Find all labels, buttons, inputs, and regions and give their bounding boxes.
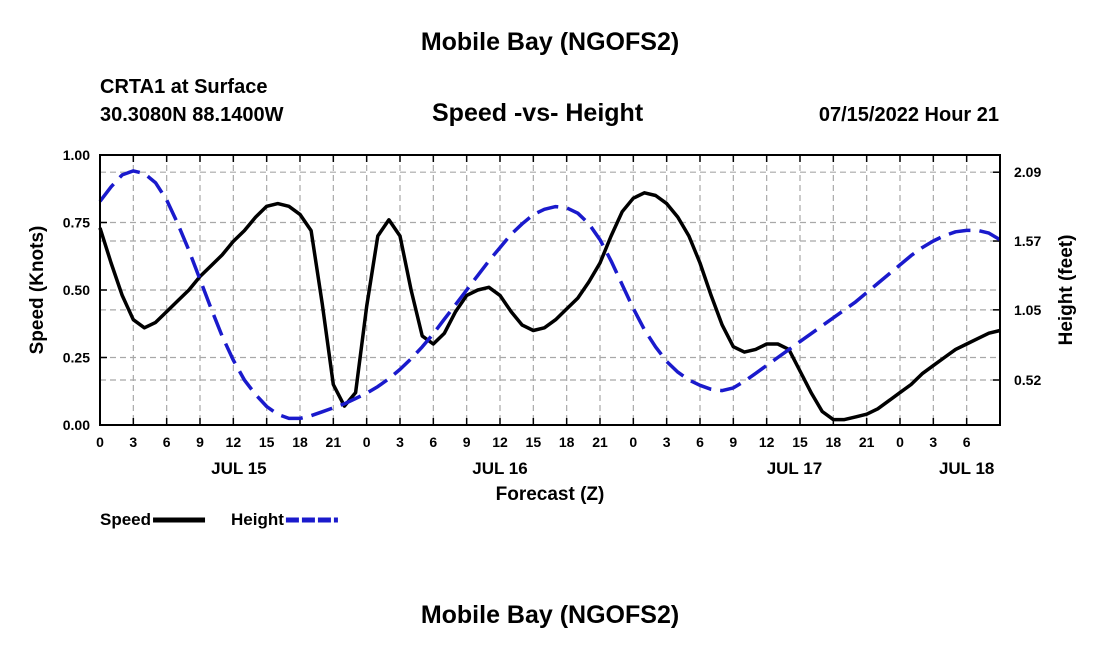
axis-labels: 0 3 6 9 12 15 18 21 0 3 6 9 12 15 18 21 0 3 6 9 12 15 18 21 0 3 6 0… <box>27 147 1077 505</box>
chart-title: Mobile Bay (NGOFS2) <box>420 28 680 56</box>
x-tick-label: 12 <box>492 434 508 450</box>
y-tick-label: 0.25 <box>63 350 90 366</box>
x-tick-label: 15 <box>259 434 275 450</box>
x-tick-label: 18 <box>826 434 842 450</box>
x-tick-label: 6 <box>963 434 971 450</box>
x-tick-label: 0 <box>96 434 104 450</box>
legend-label-height: Height <box>231 510 284 529</box>
x-tick-label: 0 <box>629 434 637 450</box>
x-tick-label: 21 <box>326 434 342 450</box>
x-tick-label: 18 <box>559 434 575 450</box>
y2-tick-label: 1.57 <box>1014 233 1041 249</box>
x-axis-title: Forecast (Z) <box>496 484 605 505</box>
date-label: JUL 17 <box>767 459 822 478</box>
x-tick-label: 12 <box>226 434 242 450</box>
x-tick-label: 15 <box>526 434 542 450</box>
station-coordinates: 30.3080N 88.1400W <box>100 104 284 126</box>
x-tick-label: 0 <box>896 434 904 450</box>
y2-tick-label: 1.05 <box>1014 302 1041 318</box>
y-tick-label: 0.50 <box>63 282 90 298</box>
series-line-height <box>98 169 1001 421</box>
x-tick-label: 6 <box>429 434 437 450</box>
chart-subtitle: Speed -vs- Height <box>432 99 644 127</box>
x-tick-label: 21 <box>592 434 608 450</box>
x-tick-label: 15 <box>792 434 808 450</box>
y2-tick-label: 0.52 <box>1014 372 1041 388</box>
y-tick-label: 1.00 <box>63 147 90 163</box>
station-label: CRTA1 at Surface <box>100 76 268 98</box>
date-label: JUL 15 <box>211 459 266 478</box>
x-tick-label: 6 <box>696 434 704 450</box>
x-tick-label: 21 <box>859 434 875 450</box>
x-tick-label: 9 <box>729 434 737 450</box>
x-tick-label: 3 <box>663 434 671 450</box>
date-label: JUL 16 <box>472 459 527 478</box>
chart-series <box>98 169 1001 422</box>
x-tick-label: 9 <box>463 434 471 450</box>
y2-axis-title: Height (feet) <box>1056 235 1077 346</box>
x-tick-label: 3 <box>929 434 937 450</box>
x-tick-label: 9 <box>196 434 204 450</box>
x-tick-label: 3 <box>396 434 404 450</box>
chart-legend: Speed Height <box>100 510 338 529</box>
x-tick-label: 18 <box>292 434 308 450</box>
y-tick-label: 0.00 <box>63 417 90 433</box>
forecast-datetime: 07/15/2022 Hour 21 <box>818 104 999 126</box>
plot-frame <box>99 154 1001 426</box>
x-tick-label: 0 <box>363 434 371 450</box>
x-tick-label: 6 <box>163 434 171 450</box>
x-tick-label: 3 <box>129 434 137 450</box>
chart-grid <box>100 155 1000 425</box>
footer-chart-title: Mobile Bay (NGOFS2) <box>420 601 680 629</box>
legend-label-speed: Speed <box>100 510 151 529</box>
series-line-speed <box>98 191 1001 422</box>
x-tick-label: 12 <box>759 434 775 450</box>
date-label: JUL 18 <box>939 459 994 478</box>
y-axis-title: Speed (Knots) <box>27 226 48 355</box>
y-tick-label: 0.75 <box>63 215 90 231</box>
y2-tick-label: 2.09 <box>1014 164 1041 180</box>
